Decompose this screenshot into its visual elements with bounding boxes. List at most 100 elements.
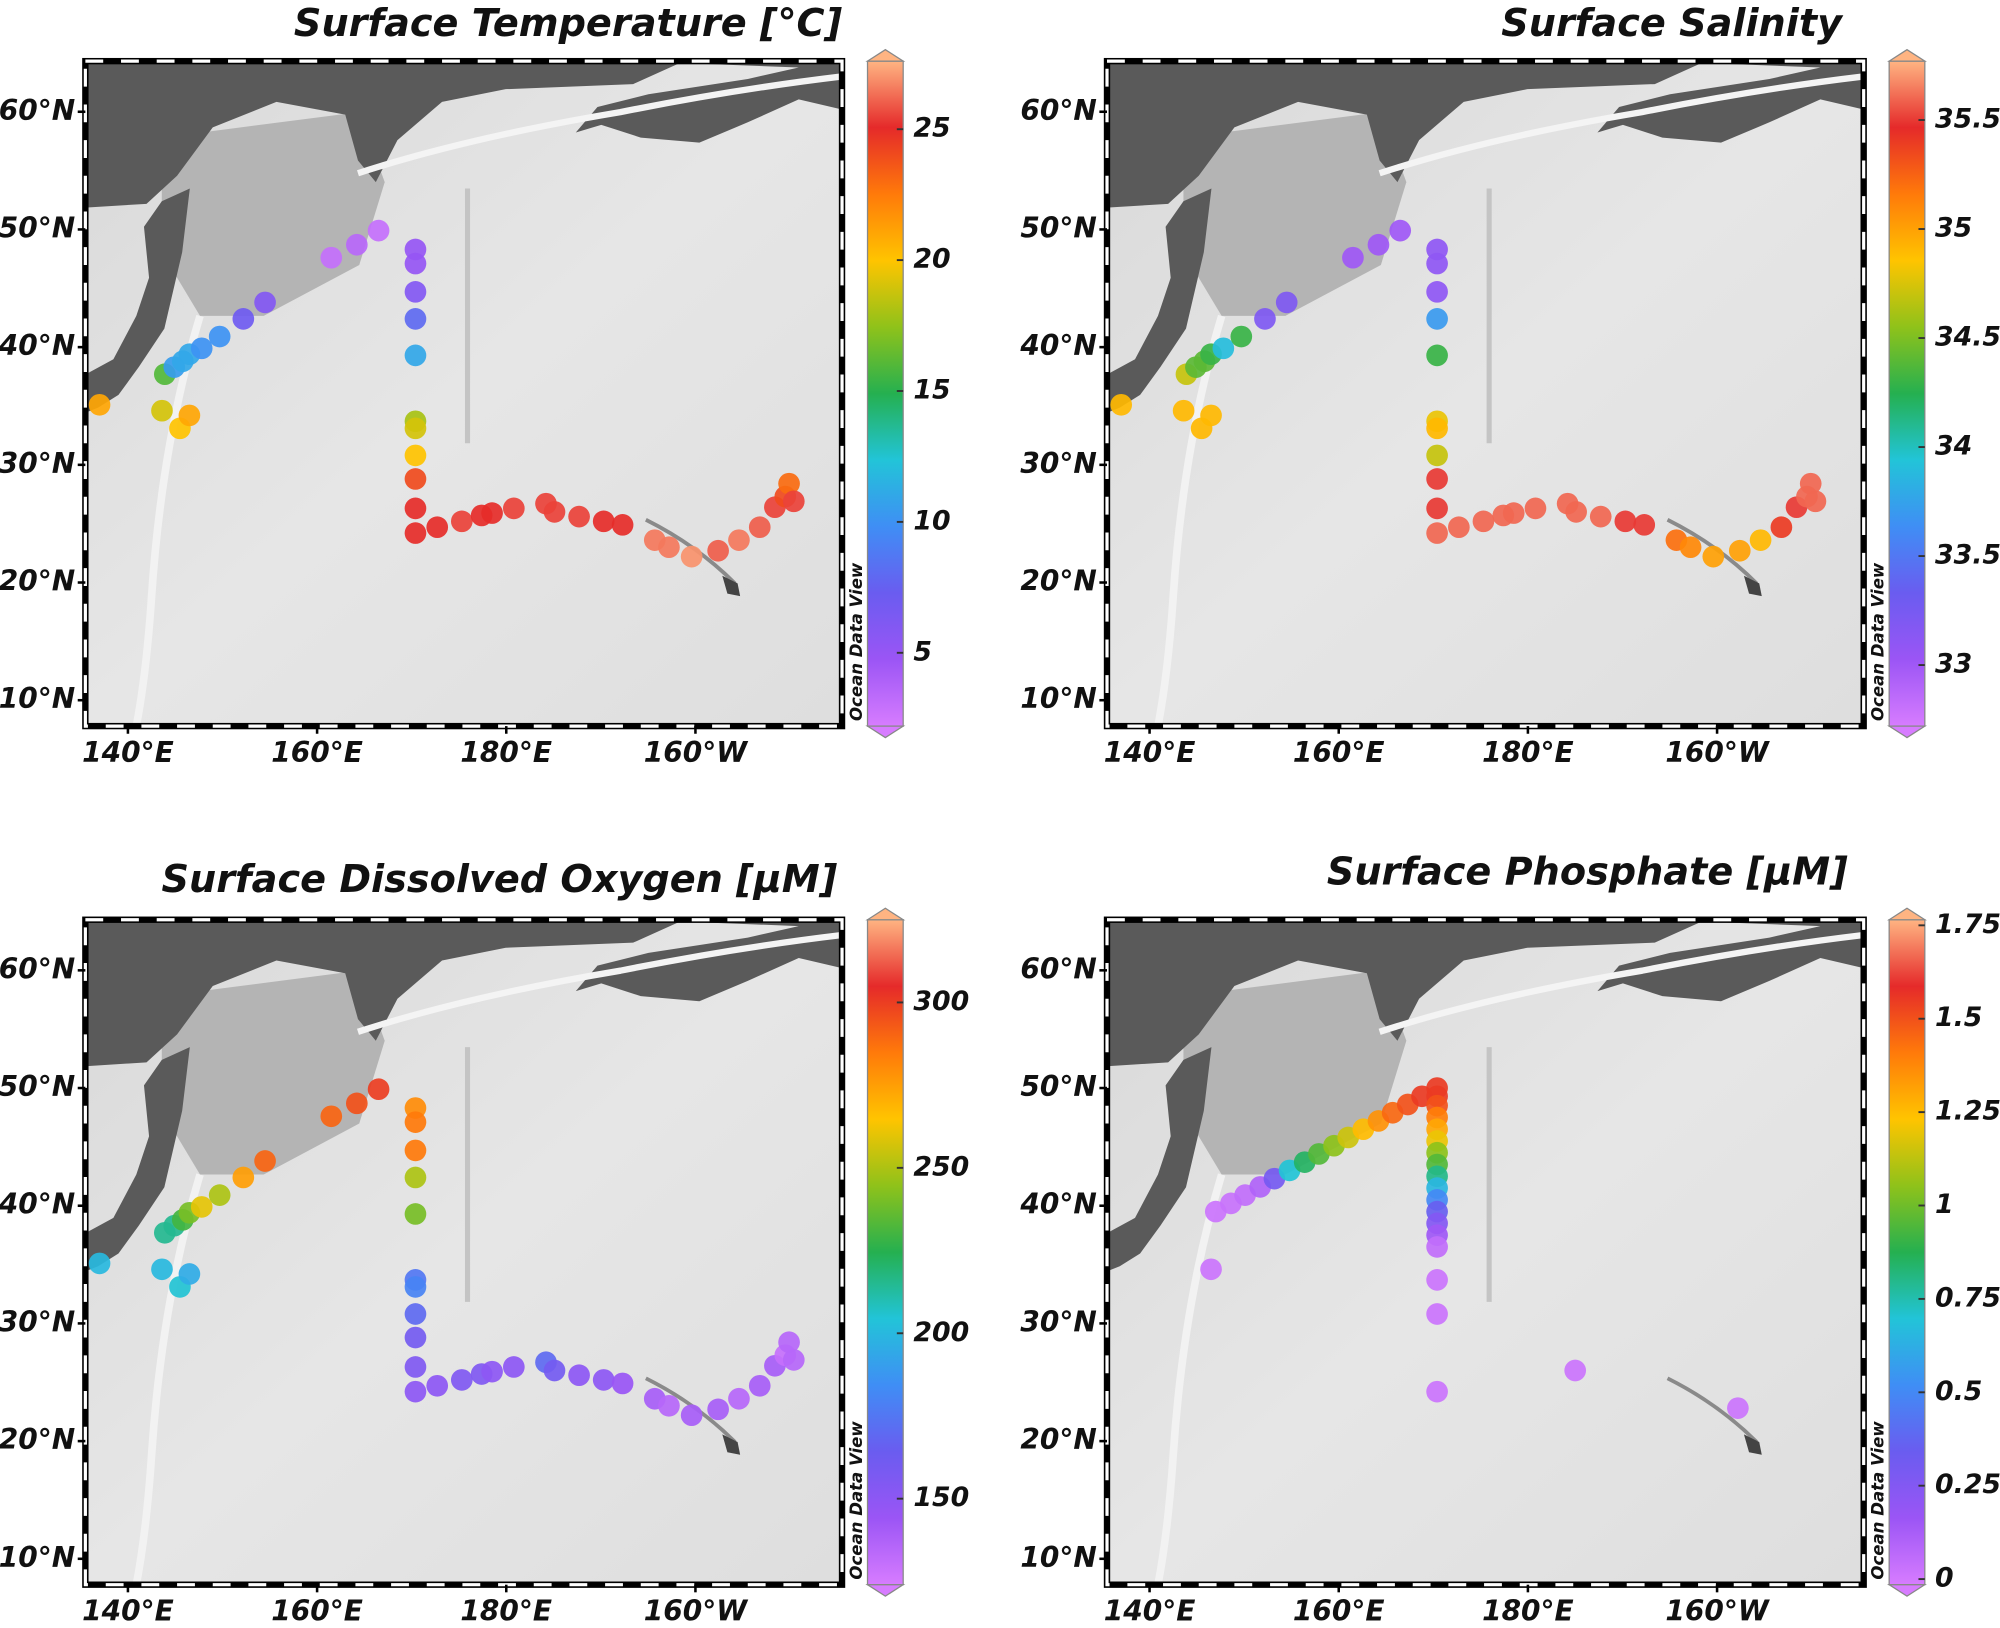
y-tick-label: 60°N [0, 94, 75, 127]
station [404, 497, 427, 520]
colorbar-tick-label: 10 [913, 505, 950, 536]
station [1367, 233, 1390, 256]
panel-title: Surface Phosphate [µM] [1327, 850, 1848, 894]
colorbar-tick-label: 35.5 [1935, 104, 2000, 135]
station [404, 344, 427, 367]
colorbar-extend-bottom [865, 1584, 906, 1597]
station [320, 246, 343, 269]
station [778, 472, 800, 495]
watermark: Ocean Data View [847, 562, 866, 721]
station [404, 522, 427, 544]
x-tick-label: 140°E [1104, 736, 1196, 769]
station [748, 1374, 771, 1397]
station [1426, 1380, 1448, 1403]
station [450, 1369, 473, 1391]
colorbar-tick-label: 300 [913, 986, 969, 1017]
map-panel: Surface Phosphate [µM]140°E 160°E 180°E 160… [1019, 850, 2000, 1627]
station [232, 308, 255, 330]
x-tick-label: 160°E [1293, 1595, 1385, 1628]
x-tick-label: 160°W [1665, 1595, 1770, 1628]
station [503, 1356, 525, 1378]
colorbar-extend-top [1886, 907, 1927, 921]
station [404, 1111, 427, 1133]
map-panel: Surface Dissolved Oxygen [µM] 140°E 160°E 1… [0, 858, 969, 1628]
station [611, 514, 634, 536]
station [728, 1387, 750, 1410]
y-tick-label: 40°N [1019, 329, 1096, 362]
station [592, 510, 615, 533]
station [404, 1380, 427, 1403]
station [1426, 252, 1448, 275]
panel-title: Surface Salinity [1501, 2, 1844, 46]
station [481, 502, 503, 524]
map-frame-dash [1105, 59, 1866, 728]
y-tick-label: 60°N [1020, 952, 1096, 985]
y-tick-label: 10°N [0, 682, 75, 715]
station [1426, 1236, 1448, 1258]
y-tick-label: 50°N [0, 211, 75, 244]
station [345, 1092, 368, 1115]
watermark: Ocean Data View [847, 1421, 866, 1580]
colorbar-tick-label: 0.75 [1935, 1282, 2000, 1313]
colorbar-extend-top [1886, 48, 1927, 62]
colorbar-tick-label: 0 [1935, 1563, 1954, 1594]
colorbar-tick-label: 20 [913, 244, 950, 275]
x-tick-label: 140°E [82, 1595, 174, 1628]
station [1727, 1397, 1749, 1419]
y-tick-label: 50°N [1020, 211, 1096, 244]
station [1589, 505, 1612, 528]
station [1472, 510, 1495, 533]
station [568, 1364, 590, 1387]
y-tick-label: 30°N [0, 447, 75, 480]
station [1426, 417, 1448, 440]
station [404, 468, 427, 490]
colorbar-extend-bottom [1886, 725, 1927, 739]
y-tick-label: 40°N [0, 1188, 75, 1221]
x-tick-label: 160°W [1665, 736, 1770, 769]
colorbar-tick-label: 250 [913, 1151, 969, 1182]
y-tick-label: 40°N [1019, 1188, 1096, 1221]
colorbar-tick-label: 25 [913, 113, 950, 144]
colorbar-tick-label: 1.75 [1935, 909, 2000, 940]
station [1502, 502, 1525, 524]
station [345, 233, 368, 256]
station [254, 291, 276, 314]
x-tick-label: 180°E [460, 1595, 552, 1628]
panel-title: Surface Dissolved Oxygen [µM] [162, 858, 838, 902]
colorbar-tick-label: 1 [1935, 1189, 1954, 1220]
colorbar-tick-label: 34 [1935, 431, 1972, 462]
station [232, 1166, 255, 1189]
colorbar-tick-label: 5 [913, 636, 932, 667]
station [782, 490, 805, 513]
x-tick-label: 180°E [1482, 1595, 1574, 1628]
stations [1200, 1077, 1749, 1419]
x-tick-label: 160°W [644, 1595, 749, 1628]
map-panel: Surface Salinity 140°E 160°E 180°E 160°W 10°N… [1019, 2, 2000, 769]
station [320, 1105, 343, 1128]
x-tick-label: 160°E [1293, 736, 1385, 769]
colorbar-tick-label: 33 [1935, 649, 1972, 680]
station [190, 337, 213, 360]
station [1524, 497, 1547, 520]
station [404, 1166, 427, 1189]
station [404, 1326, 427, 1349]
colorbar-tick-label: 1.5 [1935, 1002, 1982, 1033]
station [1633, 514, 1656, 536]
station [1799, 472, 1822, 495]
colorbar-extend-bottom [865, 725, 906, 739]
station [568, 505, 590, 528]
colorbar-extend-top [865, 907, 906, 921]
x-tick-label: 140°E [1104, 1595, 1196, 1628]
station [1426, 497, 1448, 520]
map-frame-dash [83, 59, 844, 728]
colorbar [1888, 919, 1926, 1586]
y-tick-label: 50°N [0, 1070, 75, 1103]
colorbar [866, 919, 904, 1586]
station [1342, 246, 1364, 269]
station [404, 1203, 427, 1225]
station [1230, 325, 1253, 348]
station [404, 280, 427, 303]
station [1254, 308, 1276, 330]
station [503, 497, 525, 520]
